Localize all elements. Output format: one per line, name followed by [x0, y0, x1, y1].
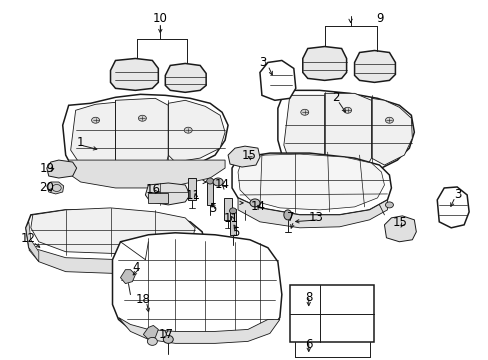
Polygon shape	[115, 98, 168, 172]
Polygon shape	[371, 98, 411, 165]
Ellipse shape	[163, 336, 173, 343]
Ellipse shape	[343, 107, 351, 113]
Polygon shape	[31, 208, 195, 254]
Polygon shape	[143, 325, 158, 339]
Polygon shape	[71, 102, 115, 172]
Ellipse shape	[385, 117, 393, 123]
Text: 3: 3	[453, 188, 461, 202]
Text: 11: 11	[223, 212, 238, 225]
Text: 2: 2	[331, 91, 339, 104]
Polygon shape	[47, 182, 63, 194]
Text: 15: 15	[241, 149, 256, 162]
Ellipse shape	[249, 199, 260, 207]
Bar	[224, 198, 232, 220]
Polygon shape	[324, 93, 371, 172]
Polygon shape	[47, 160, 77, 178]
Text: 15: 15	[392, 216, 407, 229]
Text: 11: 11	[185, 189, 200, 202]
Text: 16: 16	[145, 184, 161, 197]
Text: 14: 14	[214, 179, 229, 192]
Text: 5: 5	[209, 202, 216, 215]
Bar	[229, 209, 236, 235]
Ellipse shape	[283, 210, 291, 220]
Bar	[188, 178, 196, 200]
Bar	[207, 179, 213, 205]
Text: 9: 9	[376, 12, 384, 25]
Polygon shape	[354, 50, 395, 82]
Text: 12: 12	[20, 232, 35, 245]
Polygon shape	[29, 250, 195, 274]
Polygon shape	[260, 60, 295, 100]
Text: 8: 8	[305, 291, 312, 304]
Ellipse shape	[229, 208, 236, 214]
Polygon shape	[227, 146, 260, 167]
Ellipse shape	[300, 109, 308, 115]
Polygon shape	[283, 95, 324, 172]
Text: 6: 6	[305, 338, 312, 351]
Polygon shape	[110, 58, 158, 90]
Ellipse shape	[213, 178, 223, 186]
Polygon shape	[165, 63, 206, 92]
Ellipse shape	[184, 127, 192, 133]
Polygon shape	[118, 318, 279, 343]
Text: 18: 18	[136, 293, 150, 306]
Polygon shape	[277, 90, 413, 178]
Ellipse shape	[206, 178, 213, 184]
Polygon shape	[26, 210, 205, 272]
Polygon shape	[384, 216, 415, 242]
Polygon shape	[238, 154, 384, 210]
Polygon shape	[145, 183, 190, 205]
Polygon shape	[68, 160, 224, 188]
Text: 14: 14	[250, 201, 265, 213]
Text: 13: 13	[307, 211, 323, 224]
Ellipse shape	[385, 202, 393, 208]
Polygon shape	[302, 46, 346, 80]
Polygon shape	[62, 94, 227, 182]
Polygon shape	[26, 222, 39, 262]
Text: 19: 19	[39, 162, 54, 175]
Bar	[148, 193, 168, 203]
Polygon shape	[436, 187, 468, 228]
Polygon shape	[238, 198, 386, 228]
Polygon shape	[232, 153, 390, 215]
Text: 10: 10	[153, 12, 167, 25]
Text: 17: 17	[159, 328, 173, 341]
Ellipse shape	[147, 337, 157, 345]
Text: 4: 4	[132, 261, 140, 274]
Text: 20: 20	[39, 181, 54, 194]
Text: 7: 7	[286, 211, 294, 224]
Ellipse shape	[138, 115, 146, 121]
Polygon shape	[120, 270, 135, 284]
Text: 5: 5	[232, 226, 239, 239]
Bar	[289, 285, 374, 342]
Text: 3: 3	[259, 56, 266, 69]
Ellipse shape	[91, 117, 100, 123]
Text: 1: 1	[77, 136, 84, 149]
Polygon shape	[168, 100, 224, 162]
Polygon shape	[112, 233, 281, 341]
